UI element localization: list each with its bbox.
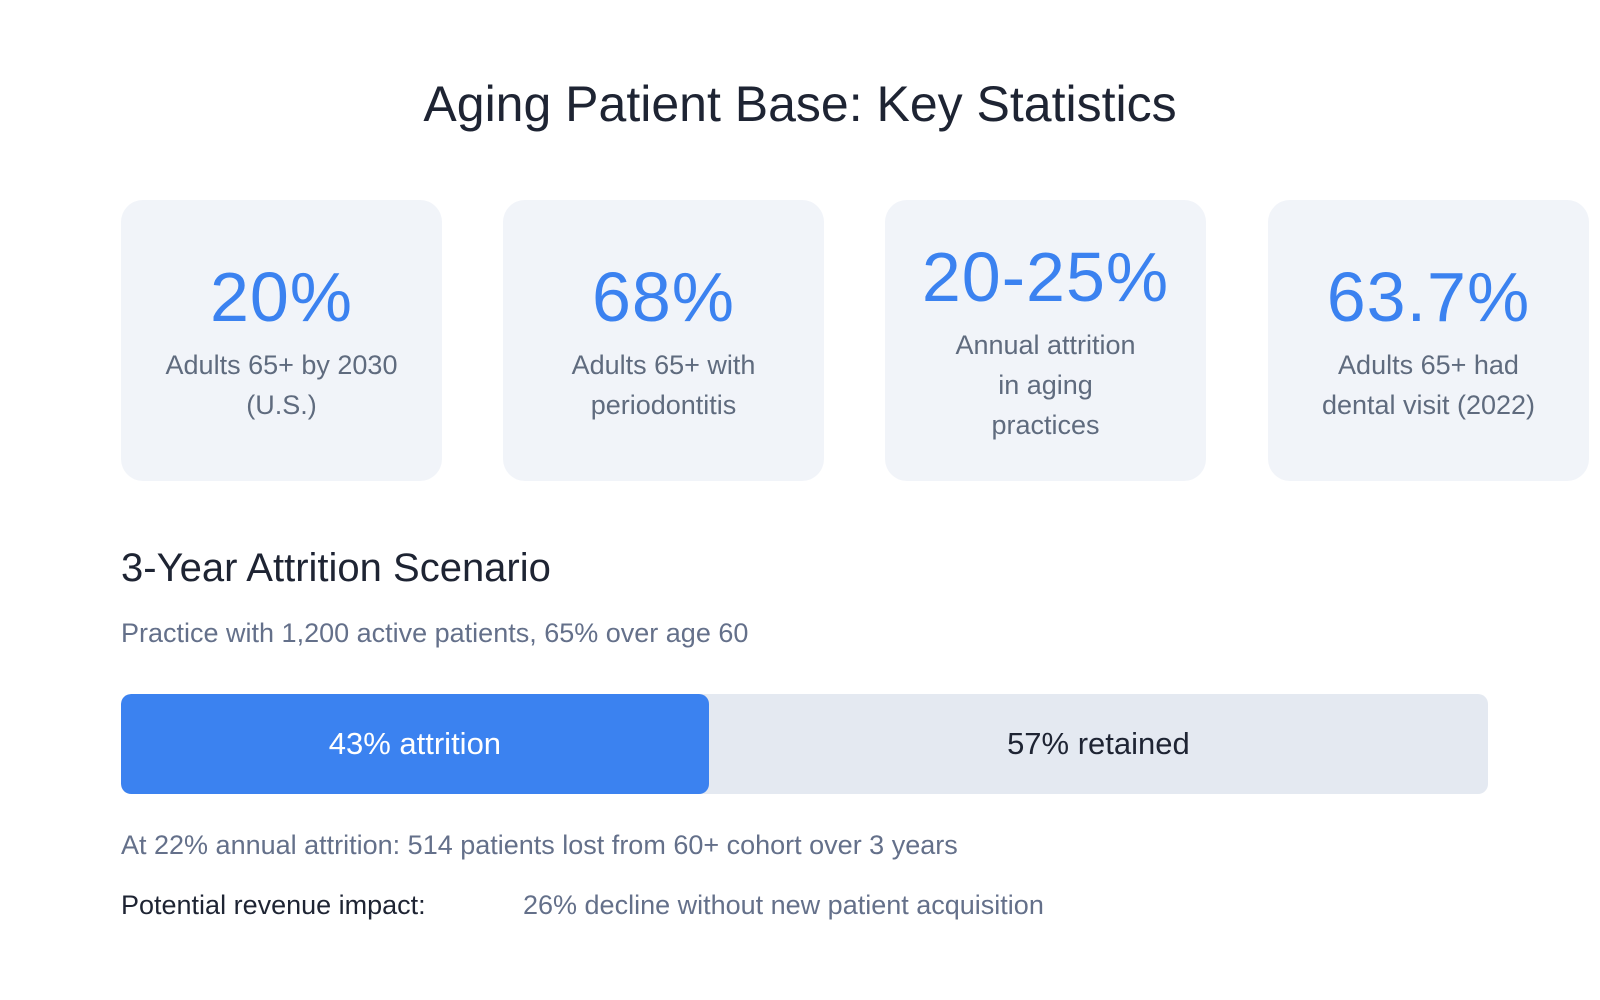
stat-card-adults-65-by-2030: 20% Adults 65+ by 2030 (U.S.) — [121, 200, 442, 481]
revenue-impact-row: Potential revenue impact: 26% decline wi… — [121, 885, 1044, 925]
stat-label: Adults 65+ with periodontitis — [571, 349, 756, 420]
stat-label: Adults 65+ by 2030 (U.S.) — [165, 349, 398, 420]
revenue-impact-label: Potential revenue impact: — [121, 890, 426, 920]
attrition-bar: 43% attrition 57% retained — [121, 694, 1488, 794]
page-title: Aging Patient Base: Key Statistics — [423, 76, 1177, 132]
stat-value: 20% — [209, 257, 354, 336]
stat-label: Adults 65+ had dental visit (2022) — [1321, 349, 1536, 420]
revenue-impact-value: 26% decline without new patient acquisit… — [523, 890, 1044, 920]
stat-card-annual-attrition: 20-25% Annual attrition in aging practic… — [885, 200, 1206, 481]
retained-bar-segment: 57% retained — [709, 694, 1488, 794]
stat-card-dental-visit: 63.7% Adults 65+ had dental visit (2022) — [1268, 200, 1589, 481]
stat-value: 20-25% — [921, 237, 1170, 316]
stat-value: 63.7% — [1326, 257, 1531, 336]
scenario-title: 3-Year Attrition Scenario — [121, 546, 551, 590]
attrition-label: 43% attrition — [328, 726, 502, 761]
attrition-note: At 22% annual attrition: 514 patients lo… — [121, 830, 958, 860]
stat-card-periodontitis: 68% Adults 65+ with periodontitis — [503, 200, 824, 481]
stat-value: 68% — [591, 257, 736, 336]
attrition-bar-fill: 43% attrition — [121, 694, 709, 794]
stat-label: Annual attrition in aging practices — [955, 329, 1136, 440]
retained-label: 57% retained — [1007, 726, 1190, 761]
scenario-subtitle: Practice with 1,200 active patients, 65%… — [121, 618, 749, 648]
